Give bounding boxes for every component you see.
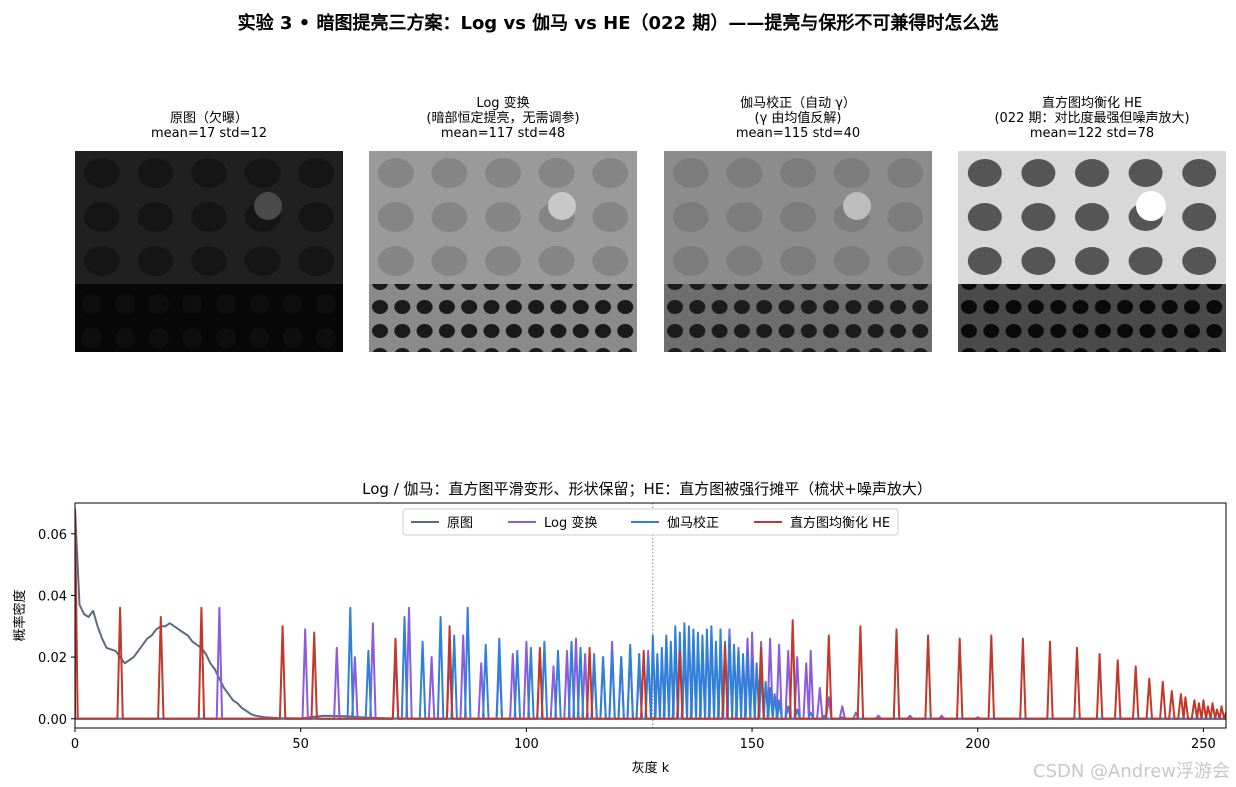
- watermark: CSDN @Andrew浮游会: [1033, 761, 1230, 782]
- image-gamma: [664, 151, 932, 352]
- y-tick-label: 0.02: [38, 651, 67, 666]
- panel-title-line: (暗部恒定提亮，无需调参): [426, 111, 580, 126]
- image-original: [75, 151, 343, 352]
- legend-label: 直方图均衡化 HE: [790, 515, 890, 531]
- panel-title-line: 伽马校正（自动 γ）: [740, 96, 856, 111]
- legend-label: 原图: [447, 516, 473, 531]
- panel-title-line: mean=117 std=48: [440, 126, 566, 141]
- series-line: [75, 508, 1226, 720]
- y-tick-label: 0.06: [38, 528, 67, 543]
- image-he: [958, 151, 1226, 352]
- y-tick-label: 0.00: [38, 713, 67, 728]
- panel-title-line: (γ 由均值反解): [754, 111, 842, 126]
- x-tick-label: 250: [1191, 737, 1216, 752]
- panel-title-line: 原图（欠曝）: [169, 111, 248, 126]
- x-tick-label: 100: [514, 737, 539, 752]
- x-tick-label: 200: [965, 737, 990, 752]
- y-tick-label: 0.04: [38, 589, 67, 604]
- figure-title: 实验 3 • 暗图提亮三方案：Log vs 伽马 vs HE（022 期）——提…: [237, 13, 999, 34]
- panel-title-he: 直方图均衡化 HE (022 期：对比度最强但噪声放大) mean=122 st…: [942, 96, 1236, 141]
- x-tick-label: 0: [71, 737, 79, 752]
- series-line: [75, 606, 1226, 720]
- panel-title-line: mean=115 std=40: [735, 126, 861, 141]
- histogram-title: Log / 伽马：直方图平滑变形、形状保留；HE：直方图被强行摊平（梳状+噪声放…: [362, 480, 932, 498]
- y-axis-label: 概率密度: [12, 589, 28, 641]
- x-tick-label: 150: [740, 737, 765, 752]
- panel-title-line: mean=122 std=78: [1029, 126, 1155, 141]
- legend-label: Log 变换: [544, 515, 597, 531]
- panel-title-gamma: 伽马校正（自动 γ） (γ 由均值反解) mean=115 std=40: [648, 96, 948, 141]
- panel-title-original: 原图（欠曝） mean=17 std=12: [59, 111, 359, 141]
- x-tick-label: 50: [292, 737, 309, 752]
- x-axis-label: 灰度 k: [632, 760, 670, 776]
- plot-frame: [74, 502, 1227, 729]
- panel-title-log: Log 变换 (暗部恒定提亮，无需调参) mean=117 std=48: [353, 96, 653, 141]
- panel-title-line: 直方图均衡化 HE: [1041, 96, 1143, 111]
- panel-title-line: (022 期：对比度最强但噪声放大): [994, 111, 1190, 126]
- panel-title-line: Log 变换: [476, 96, 530, 111]
- image-log: [369, 151, 637, 352]
- panel-title-line: mean=17 std=12: [151, 126, 267, 141]
- legend-label: 伽马校正: [667, 515, 719, 531]
